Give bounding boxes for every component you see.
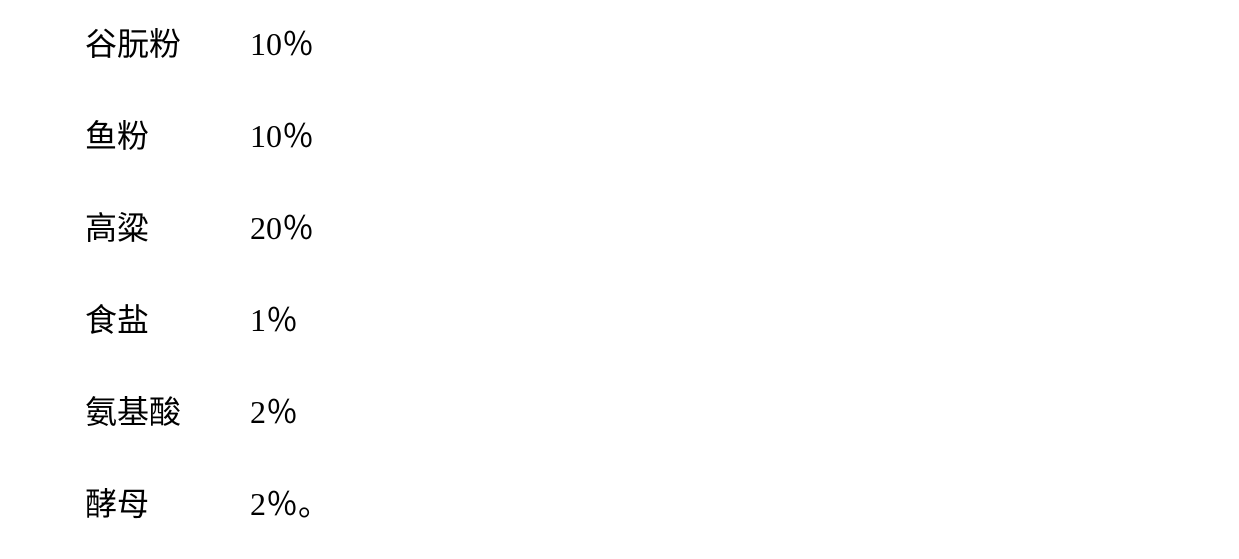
ingredient-value: 20％ [250,212,314,244]
ingredient-label: 食盐 [85,304,250,336]
ingredient-value: 10％ [250,120,314,152]
list-item: 鱼粉 10％ [85,120,314,152]
ingredient-label: 高粱 [85,212,250,244]
list-item: 高粱 20％ [85,212,314,244]
ingredient-value: 2％ [250,396,298,428]
ingredient-label: 酵母 [85,488,250,520]
ingredient-label: 鱼粉 [85,120,250,152]
ingredient-list: 谷朊粉 10％ 鱼粉 10％ 高粱 20％ 食盐 1％ 氨基酸 2％ 酵母 2％… [0,0,1239,559]
ingredient-value: 10％ [250,28,314,60]
list-item: 食盐 1％ [85,304,298,336]
ingredient-value: 1％ [250,304,298,336]
ingredient-label: 氨基酸 [85,396,250,428]
ingredient-label: 谷朊粉 [85,28,250,60]
ingredient-value: 2％。 [250,488,330,520]
list-item: 氨基酸 2％ [85,396,298,428]
list-item: 谷朊粉 10％ [85,28,314,60]
list-item: 酵母 2％。 [85,488,330,520]
